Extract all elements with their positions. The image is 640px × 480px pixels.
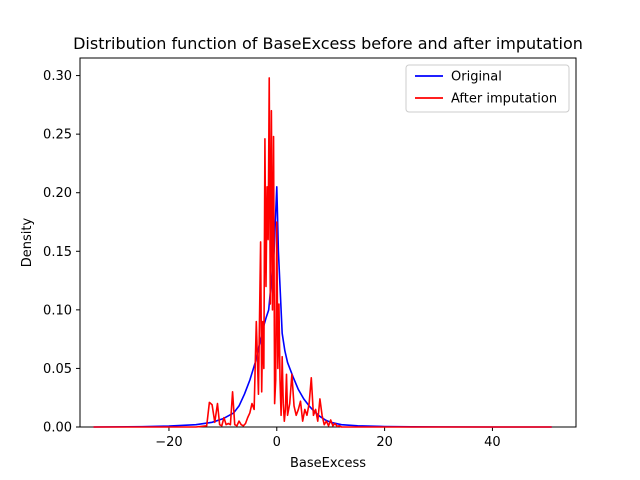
- y-tick-label: 0.20: [43, 186, 72, 201]
- x-axis-label: BaseExcess: [290, 456, 366, 471]
- y-axis-label: Density: [20, 217, 35, 267]
- x-tick-label: 20: [376, 435, 393, 450]
- x-tick-label: 40: [484, 435, 501, 450]
- legend-label-original: Original: [451, 70, 502, 85]
- legend-label-after-imputation: After imputation: [451, 92, 557, 107]
- x-tick-label: −20: [155, 435, 182, 450]
- x-axis: −20 0 20 40: [155, 427, 501, 450]
- series-layer: [93, 77, 552, 428]
- series-line-after-imputation: [93, 77, 552, 428]
- y-tick-label: 0.25: [43, 128, 72, 143]
- legend-box: [405, 64, 570, 113]
- y-tick-label: 0.15: [43, 245, 72, 260]
- chart-title: Distribution function of BaseExcess befo…: [73, 34, 583, 53]
- y-tick-label: 0.10: [43, 303, 72, 318]
- y-axis: 0.00 0.05 0.10 0.15 0.20 0.25 0.30: [43, 69, 80, 436]
- y-tick-label: 0.30: [43, 69, 72, 84]
- y-tick-label: 0.00: [43, 421, 72, 436]
- x-tick-label: 0: [273, 435, 281, 450]
- plot-frame: [79, 57, 577, 428]
- y-tick-label: 0.05: [43, 362, 72, 377]
- legend: Original After imputation: [405, 64, 570, 113]
